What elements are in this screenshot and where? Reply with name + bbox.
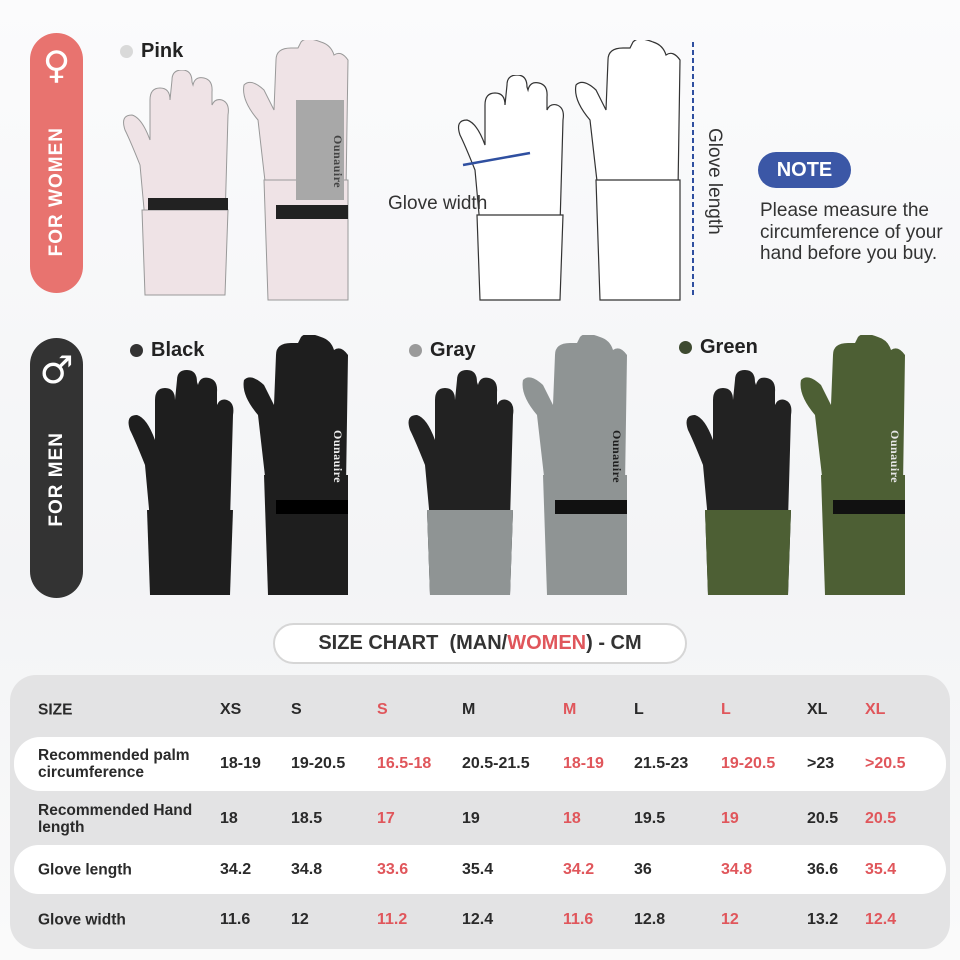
table-cell: >20.5 (865, 755, 906, 772)
table-cell: 19 (721, 810, 739, 827)
pink-glove-back (243, 40, 349, 301)
color-dot (409, 344, 422, 357)
table-cell: 17 (377, 810, 395, 827)
title-women: WOMEN (507, 632, 587, 654)
black-glove-palm (128, 370, 234, 595)
table-cell: 33.6 (377, 860, 409, 878)
table-cell: 19.5 (634, 810, 666, 827)
table-cell: 18 (563, 810, 581, 827)
brand-text-black-glove: Ounauire (331, 430, 345, 484)
note-text: Please measure the circumference of your… (760, 200, 943, 264)
color-label-black: Black (130, 339, 204, 362)
table-row: Recommended Hand length 18 18.5 17 19 18 19.5 1… (14, 791, 946, 847)
table-cell: 12 (291, 911, 309, 928)
black-glove-back (243, 335, 348, 595)
table-cell: 21.5-23 (634, 755, 689, 772)
size-header: L (721, 701, 731, 718)
color-dot (120, 45, 133, 58)
size-header: M (563, 701, 577, 718)
table-cell: 12.4 (462, 911, 494, 928)
table-cell: 20.5 (865, 810, 897, 827)
color-name: Black (151, 339, 205, 361)
table-cell: 19 (462, 810, 480, 827)
table-cell: 11.6 (563, 911, 594, 928)
color-label-green: Green (679, 336, 758, 359)
male-icon: ♂ (39, 348, 74, 392)
for-women-label: FOR WOMEN (45, 127, 67, 257)
table-header-row: SIZE XS S S M M L L XL XL (14, 687, 946, 733)
table-cell: 12.8 (634, 911, 666, 928)
color-label-pink: Pink (120, 40, 183, 63)
color-label-gray: Gray (409, 339, 476, 362)
table-cell: 36 (634, 860, 652, 878)
green-glove-palm (686, 370, 792, 595)
table-row: Glove length 34.2 34.8 33.6 35.4 34.2 36 34.8 36… (14, 845, 946, 894)
table-cell: 18-19 (563, 755, 604, 772)
table-row: Recommended palm circumference 18-19 19-20… (14, 737, 946, 791)
glove-length-diagram (574, 40, 694, 301)
header-label: SIZE (38, 701, 73, 719)
table-cell: 18.5 (291, 810, 323, 827)
table-cell: 35.4 (865, 860, 897, 878)
brand-text-pink-glove: Ounauire (331, 135, 345, 189)
row-label: Recommended palm circumference (38, 747, 190, 781)
pink-glove-palm (123, 70, 229, 296)
row-label: Glove length (38, 861, 132, 878)
title-prefix: SIZE CHART (MAN/ (318, 632, 508, 654)
for-men-label: FOR MEN (45, 432, 67, 527)
size-header: XS (220, 701, 242, 718)
green-glove-back (800, 335, 905, 595)
table-cell: 12.4 (865, 911, 897, 928)
brand-text-gray-glove: Ounauire (610, 430, 624, 484)
size-header: S (291, 701, 302, 718)
table-row: Glove width 11.6 12 11.2 12.4 11.6 12.8 12 13.2 1… (14, 895, 946, 945)
size-header: M (462, 701, 476, 718)
table-cell: 34.8 (291, 860, 323, 878)
gray-glove-back (522, 335, 627, 595)
table-cell: 16.5-18 (377, 755, 432, 772)
glove-width-diagram (457, 75, 565, 301)
color-dot (679, 341, 692, 354)
table-cell: 20.5-21.5 (462, 755, 530, 772)
row-label: Recommended Hand length (38, 802, 193, 836)
table-cell: 36.6 (807, 860, 839, 878)
table-cell: 19-20.5 (721, 755, 776, 772)
glove-width-label: Glove width (388, 193, 488, 214)
brand-text-green-glove: Ounauire (888, 430, 902, 484)
table-cell: 18 (220, 810, 238, 827)
color-dot (130, 344, 143, 357)
size-chart-table: SIZE XS S S M M L L XL XL Recommended palm circumf… (10, 675, 950, 949)
table-cell: >23 (807, 755, 835, 772)
size-chart-title: SIZE CHART (MAN/WOMEN) - CM (273, 623, 687, 664)
size-header: XL (807, 701, 828, 718)
table-cell: 35.4 (462, 860, 494, 878)
gray-glove-palm (408, 370, 514, 595)
note-badge: NOTE (758, 152, 851, 188)
size-header: L (634, 701, 644, 718)
table-cell: 12 (721, 911, 739, 928)
table-cell: 11.2 (377, 911, 408, 928)
for-men-badge: ♂ FOR MEN (30, 338, 83, 598)
table-cell: 18-19 (220, 755, 261, 772)
glove-length-label: Glove length (704, 128, 725, 235)
for-women-badge: ♀ FOR WOMEN (30, 33, 83, 293)
table-cell: 13.2 (807, 911, 839, 928)
color-name: Gray (430, 339, 476, 361)
color-name: Green (700, 336, 758, 358)
female-icon: ♀ (42, 43, 71, 87)
size-header: S (377, 701, 388, 718)
table-cell: 19-20.5 (291, 755, 346, 772)
row-label: Glove width (38, 911, 126, 929)
table-cell: 20.5 (807, 810, 839, 827)
title-suffix: ) - CM (586, 632, 642, 654)
size-header: XL (865, 701, 886, 718)
table-cell: 34.8 (721, 860, 753, 878)
table-cell: 34.2 (563, 860, 595, 878)
color-name: Pink (141, 40, 184, 62)
table-cell: 11.6 (220, 911, 251, 928)
table-cell: 34.2 (220, 860, 252, 878)
